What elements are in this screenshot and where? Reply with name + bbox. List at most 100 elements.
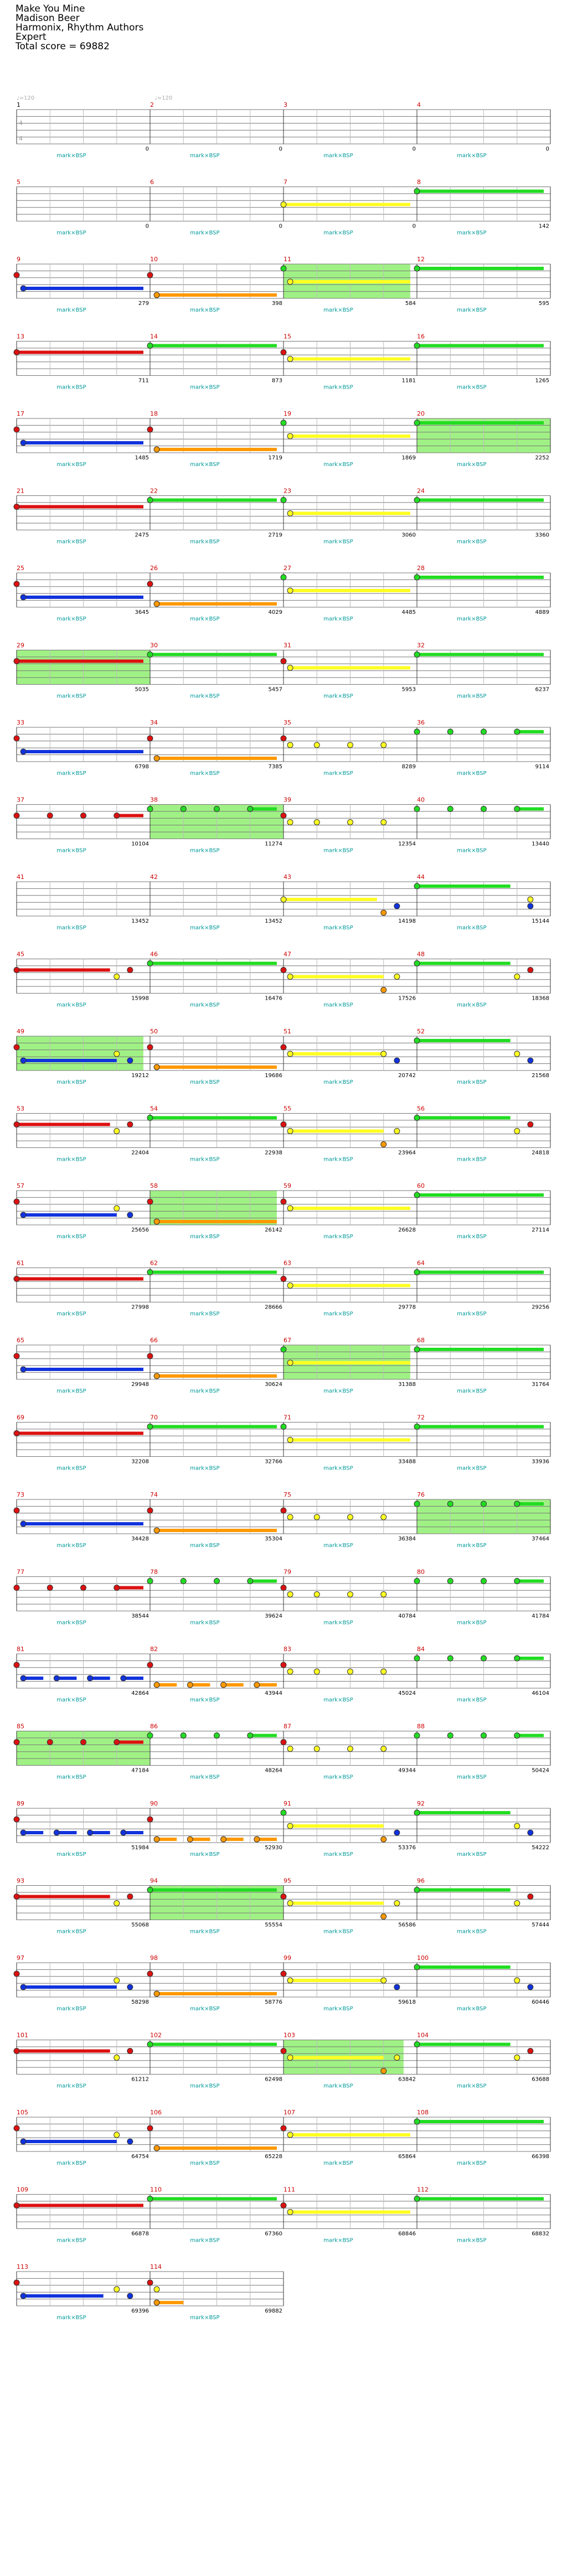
measure-number: 14 bbox=[150, 333, 158, 340]
green-note bbox=[447, 1501, 453, 1507]
measure-number: 111 bbox=[284, 2186, 295, 2194]
measure-number: 61 bbox=[17, 1260, 24, 1267]
green-note bbox=[447, 1578, 453, 1584]
measure-number: 33 bbox=[17, 719, 24, 726]
yellow-note bbox=[394, 1128, 400, 1134]
measure-footer: mark×BSP bbox=[457, 462, 486, 468]
measure-number: 85 bbox=[17, 1723, 24, 1730]
measure-number: 41 bbox=[17, 873, 24, 881]
blue-note bbox=[20, 1675, 27, 1682]
green-note bbox=[414, 960, 420, 966]
measure-score: 62498 bbox=[265, 2077, 282, 2083]
measure-footer: mark×BSP bbox=[323, 2238, 353, 2244]
measure-score: 3060 bbox=[402, 532, 416, 539]
green-note bbox=[147, 1269, 153, 1275]
yellow-note bbox=[114, 1128, 120, 1134]
measure-footer: mark×BSP bbox=[190, 2238, 219, 2244]
red-sustain bbox=[116, 1586, 143, 1590]
measure-footer: mark×BSP bbox=[457, 1543, 486, 1549]
measure-footer: mark×BSP bbox=[56, 1697, 86, 1703]
blue-note bbox=[120, 1675, 127, 1682]
yellow-note bbox=[114, 2132, 120, 2138]
measure-footer: mark×BSP bbox=[190, 2006, 219, 2012]
yellow-note bbox=[287, 587, 293, 594]
green-sustain bbox=[517, 1734, 544, 1737]
measure-number: 109 bbox=[17, 2186, 28, 2194]
green-sustain bbox=[150, 1116, 277, 1120]
yellow-note bbox=[287, 742, 293, 748]
measure-number: 42 bbox=[150, 873, 158, 881]
measure-footer: mark×BSP bbox=[323, 462, 353, 468]
yellow-note bbox=[313, 1746, 320, 1752]
red-note bbox=[47, 1739, 53, 1745]
green-note bbox=[414, 343, 420, 349]
measure-number: 80 bbox=[417, 1569, 425, 1576]
measure-footer: mark×BSP bbox=[457, 1620, 486, 1626]
blue-note bbox=[20, 2138, 27, 2145]
blue-note bbox=[20, 439, 27, 446]
red-note bbox=[147, 1044, 153, 1051]
measure-footer: mark×BSP bbox=[457, 230, 486, 236]
measure-number: 20 bbox=[417, 410, 425, 417]
measure-number: 53 bbox=[17, 1105, 24, 1113]
yellow-sustain bbox=[290, 2056, 384, 2060]
measure-score: 5953 bbox=[402, 687, 416, 693]
measure-score: 4889 bbox=[535, 609, 549, 615]
measure-footer: mark×BSP bbox=[190, 462, 219, 468]
yellow-note bbox=[394, 1900, 400, 1906]
red-note bbox=[13, 272, 20, 278]
measure-number: 45 bbox=[17, 951, 24, 958]
measure-number: 104 bbox=[417, 2032, 429, 2039]
red-note bbox=[13, 1970, 20, 1977]
measure-footer: mark×BSP bbox=[56, 2160, 86, 2166]
yellow-sustain bbox=[290, 589, 410, 592]
measure-score: 34428 bbox=[131, 1536, 149, 1542]
measure-footer: mark×BSP bbox=[190, 1851, 219, 1858]
measure-footer: mark×BSP bbox=[323, 153, 353, 159]
red-note bbox=[80, 1739, 86, 1745]
green-note bbox=[147, 2041, 153, 2047]
blue-note bbox=[20, 1212, 27, 1218]
measure-score: 873 bbox=[272, 378, 282, 384]
yellow-sustain bbox=[290, 1361, 410, 1364]
green-note bbox=[414, 651, 420, 658]
measure-footer: mark×BSP bbox=[457, 1929, 486, 1935]
measure-number: 38 bbox=[150, 796, 158, 804]
green-note bbox=[280, 420, 287, 426]
measure-footer: mark×BSP bbox=[56, 307, 86, 313]
yellow-sustain bbox=[290, 666, 410, 670]
measure-score: 26142 bbox=[265, 1227, 282, 1233]
red-note bbox=[13, 967, 20, 973]
red-note bbox=[13, 1585, 20, 1591]
green-note bbox=[414, 574, 420, 581]
measure-footer: mark×BSP bbox=[56, 1234, 86, 1240]
orange-sustain bbox=[157, 1838, 177, 1841]
red-note bbox=[13, 426, 20, 433]
yellow-sustain bbox=[290, 511, 410, 515]
measure-number: 17 bbox=[17, 410, 24, 417]
yellow-note bbox=[287, 1668, 293, 1675]
yellow-note bbox=[514, 1128, 520, 1134]
blue-note bbox=[20, 1829, 27, 1836]
measure-number: 70 bbox=[150, 1414, 158, 1421]
red-note bbox=[527, 1121, 534, 1127]
green-sustain bbox=[417, 2042, 511, 2046]
measure-score: 6798 bbox=[135, 764, 149, 770]
green-note bbox=[414, 188, 420, 194]
yellow-sustain bbox=[290, 2133, 410, 2137]
red-note bbox=[80, 813, 86, 819]
measure-score: 67360 bbox=[265, 2231, 282, 2237]
red-note bbox=[280, 813, 287, 819]
measure-number: 54 bbox=[150, 1105, 158, 1113]
red-note bbox=[147, 1816, 153, 1823]
measure-number: 75 bbox=[284, 1491, 291, 1498]
orange-sustain bbox=[157, 602, 277, 606]
green-note bbox=[414, 883, 420, 889]
green-sustain bbox=[417, 1888, 511, 1892]
green-sustain bbox=[517, 807, 544, 811]
green-sustain bbox=[417, 1425, 544, 1429]
yellow-note bbox=[114, 1977, 120, 1984]
measure-footer: mark×BSP bbox=[323, 1002, 353, 1008]
yellow-note bbox=[287, 1437, 293, 1443]
green-note bbox=[481, 1578, 487, 1584]
